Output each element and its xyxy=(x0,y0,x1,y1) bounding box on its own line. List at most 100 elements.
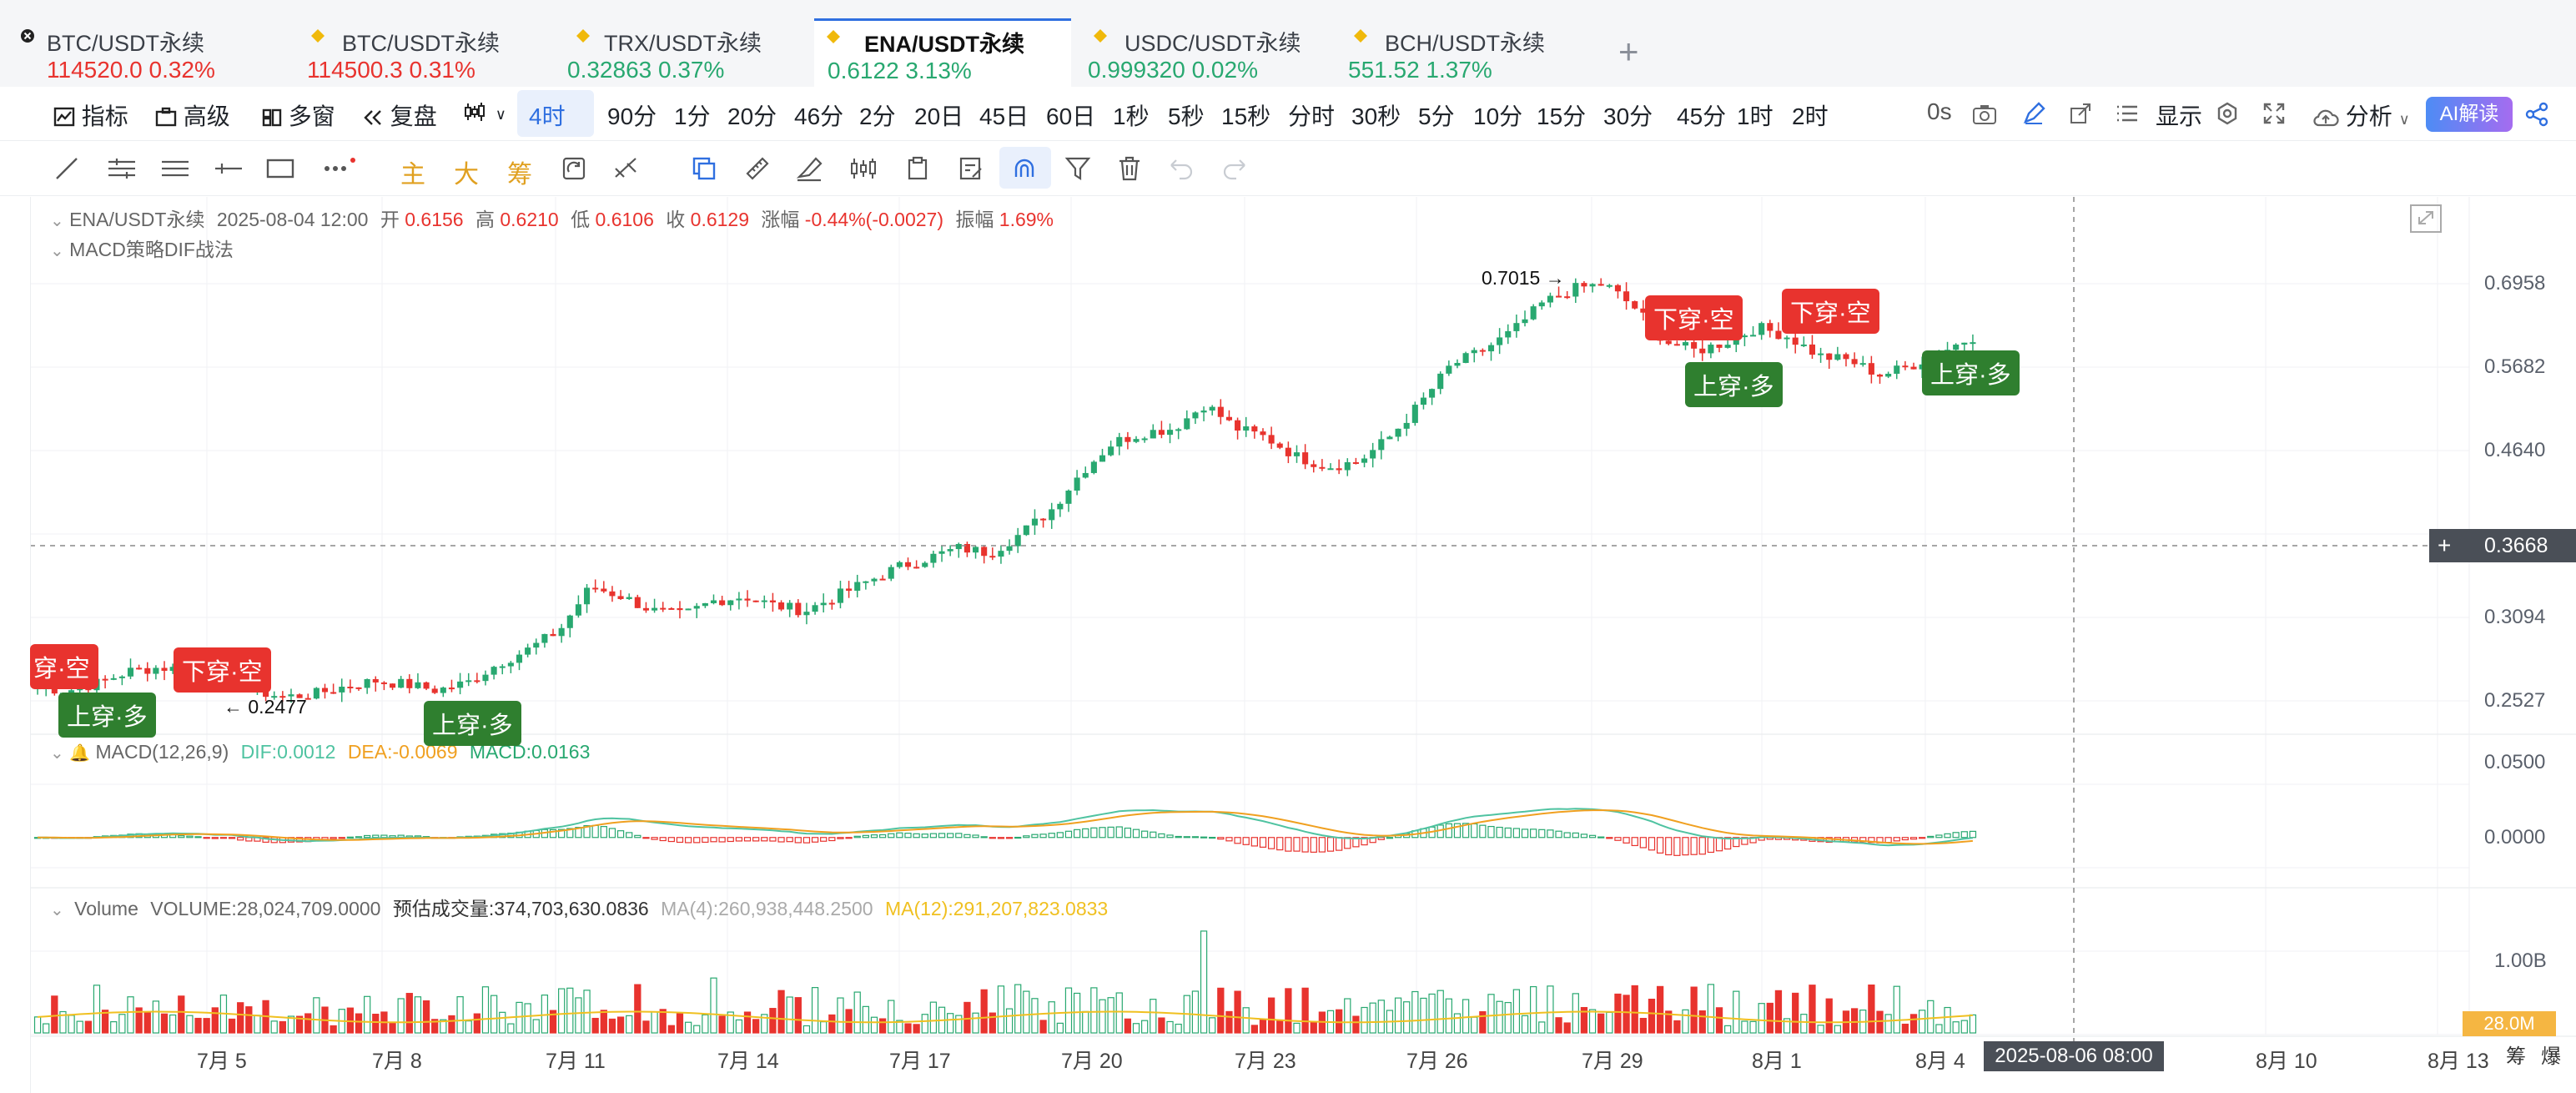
interval-18[interactable]: 45分 xyxy=(1677,103,1727,129)
volume-info: ⌄ Volume VOLUME:28,024,709.0000 预估成交量:37… xyxy=(50,898,1109,919)
interval-9[interactable]: 1秒 xyxy=(1113,103,1150,129)
trend-line-icon[interactable] xyxy=(53,155,80,182)
measure-icon[interactable] xyxy=(612,155,641,182)
add-tab-icon[interactable]: + xyxy=(1618,32,1639,71)
pen-icon[interactable] xyxy=(2022,102,2045,125)
undo-icon[interactable] xyxy=(1168,155,1195,182)
candle-body xyxy=(1851,359,1858,365)
export-icon[interactable] xyxy=(2069,102,2092,125)
interval-3[interactable]: 20分 xyxy=(727,103,777,129)
collapse-icon[interactable]: ⌄ xyxy=(50,744,64,763)
interval-19[interactable]: 1时 xyxy=(1737,103,1774,129)
volume-bar xyxy=(947,1013,954,1034)
parallel-channel-icon[interactable] xyxy=(107,155,137,182)
ai-explain-button[interactable]: AI解读 xyxy=(2426,97,2513,132)
volume-bar xyxy=(1132,1023,1140,1034)
expand-chart-icon[interactable] xyxy=(2409,204,2443,234)
interval-1[interactable]: 90分 xyxy=(607,103,657,129)
edit-note-icon[interactable] xyxy=(958,155,984,182)
replay-button[interactable]: 复盘 xyxy=(362,98,437,132)
copy-icon[interactable] xyxy=(691,155,717,182)
interval-14[interactable]: 5分 xyxy=(1418,103,1455,129)
interval-10[interactable]: 5秒 xyxy=(1168,103,1205,129)
volume-bar xyxy=(1293,1022,1301,1034)
burst-label[interactable]: 爆 xyxy=(2541,1045,2561,1068)
tab-ena-active[interactable]: ENA/USDT永续 0.6122 3.13% xyxy=(814,18,1071,88)
interval-12[interactable]: 分时 xyxy=(1288,103,1336,129)
candle-body xyxy=(1581,283,1587,287)
candle-body xyxy=(1505,330,1512,338)
brush-icon[interactable] xyxy=(796,155,824,182)
candle-body xyxy=(1352,462,1359,465)
collapse-icon[interactable]: ⌄ xyxy=(50,212,64,230)
refresh-doc-icon[interactable] xyxy=(561,155,587,182)
candle-body xyxy=(922,562,928,567)
tab-bch[interactable]: BCH/USDT永续 551.52 1.37% xyxy=(1336,20,1603,87)
interval-4[interactable]: 46分 xyxy=(794,103,844,129)
chip-label[interactable]: 筹 xyxy=(2506,1045,2526,1068)
interval-2[interactable]: 1分 xyxy=(674,103,711,129)
rectangle-icon[interactable] xyxy=(265,155,295,182)
interval-17[interactable]: 30分 xyxy=(1603,103,1653,129)
interval-6[interactable]: 20日 xyxy=(914,103,964,129)
candle-body xyxy=(364,678,370,688)
trash-icon[interactable] xyxy=(1116,155,1143,182)
ruler-icon[interactable] xyxy=(744,155,771,182)
magnet-icon[interactable] xyxy=(1011,155,1038,182)
interval-7[interactable]: 45日 xyxy=(979,103,1029,129)
horizontal-lines-icon[interactable] xyxy=(160,155,190,182)
more-tools-icon[interactable] xyxy=(322,155,355,182)
list-icon[interactable] xyxy=(2116,103,2139,123)
horizontal-ray-icon[interactable] xyxy=(214,155,244,182)
gear-icon[interactable] xyxy=(2216,102,2239,125)
multi-window-button[interactable]: 多窗 xyxy=(262,98,335,132)
collapse-icon[interactable]: ⌄ xyxy=(50,901,64,919)
volume-bar xyxy=(1969,1014,1977,1034)
interval-16[interactable]: 15分 xyxy=(1537,103,1587,129)
clipboard-icon[interactable] xyxy=(904,155,931,182)
analysis-button[interactable]: 分析 ∨ xyxy=(2312,98,2410,132)
macd-info: ⌄ 🔔 MACD(12,26,9) DIF:0.0012 DEA:-0.0069… xyxy=(50,741,591,763)
candle-body xyxy=(415,682,421,688)
candle-body xyxy=(998,551,1004,557)
chart-type-button[interactable]: ∨ xyxy=(464,98,506,125)
filter-icon[interactable] xyxy=(1064,155,1091,182)
tab-btc-2[interactable]: BTC/USDT永续 114500.3 0.31% xyxy=(284,20,551,87)
macd-bar xyxy=(1512,828,1521,839)
strategy-label[interactable]: ⌄ MACD策略DIF战法 xyxy=(50,239,234,260)
candlestick-chart[interactable] xyxy=(0,197,2576,1093)
interval-11[interactable]: 15秒 xyxy=(1221,103,1271,129)
advanced-button[interactable]: 高级 xyxy=(155,98,230,132)
bell-icon[interactable]: 🔔 xyxy=(69,744,91,763)
interval-15[interactable]: 10分 xyxy=(1473,103,1523,129)
interval-5[interactable]: 2分 xyxy=(859,103,896,129)
camera-icon[interactable] xyxy=(1972,103,1997,125)
volume-bar xyxy=(1631,985,1638,1034)
chip-button[interactable]: 筹 xyxy=(507,161,532,189)
tab-trx[interactable]: TRX/USDT永续 0.32863 0.37% xyxy=(551,20,818,87)
indicator-button[interactable]: 指标 xyxy=(53,98,128,132)
big-order-button[interactable]: 大 xyxy=(454,161,479,189)
interval-20[interactable]: 2时 xyxy=(1792,103,1829,129)
tab-usdc[interactable]: USDC/USDT永续 0.999320 0.02% xyxy=(1076,20,1343,87)
interval-13[interactable]: 30秒 xyxy=(1351,103,1401,129)
redo-icon[interactable] xyxy=(1221,155,1248,182)
fullscreen-icon[interactable] xyxy=(2262,102,2286,125)
display-button[interactable]: 显示 xyxy=(2156,103,2203,129)
volume-bar xyxy=(1834,1025,1841,1034)
share-icon[interactable] xyxy=(2524,102,2549,127)
volume-bar xyxy=(1783,1018,1791,1034)
candle-tool-icon[interactable] xyxy=(849,155,878,182)
close-circle-icon[interactable] xyxy=(20,28,35,43)
candle-body xyxy=(1885,373,1892,377)
candle-body xyxy=(1090,461,1097,473)
interval-8[interactable]: 60日 xyxy=(1046,103,1096,129)
dea-line xyxy=(38,808,1973,845)
macd-bar xyxy=(262,837,269,843)
main-force-button[interactable]: 主 xyxy=(400,161,425,189)
interval-0[interactable]: 4时 xyxy=(529,103,566,129)
main-toolbar xyxy=(0,87,2576,141)
candle-body xyxy=(1564,296,1571,299)
plus-icon[interactable]: + xyxy=(2438,532,2452,558)
tab-btc-1[interactable]: BTC/USDT永续 114520.0 0.32% xyxy=(0,20,284,87)
